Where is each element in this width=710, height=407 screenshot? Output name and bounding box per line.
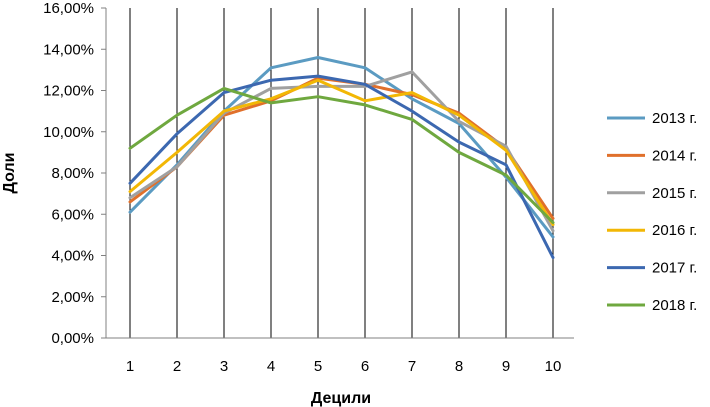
x-tick-label: 2 [173,358,181,375]
x-tick-label: 1 [126,358,134,375]
x-axis-title: Децили [311,390,371,407]
legend-label: 2014 г. [652,147,697,164]
y-tick-label: 4,00% [51,248,94,265]
x-tick-label: 10 [545,358,562,375]
legend-label: 2017 г. [652,260,697,277]
y-axis-title: Доли [1,153,18,194]
series-line-5 [128,74,555,260]
x-tick-label: 9 [502,358,510,375]
y-tick-label: 14,00% [43,41,94,58]
x-tick-label: 7 [408,358,416,375]
x-tick-label: 3 [220,358,228,375]
axes [101,7,574,339]
series-line-3 [128,70,555,233]
x-tick-label: 4 [267,358,275,375]
series-line-4 [128,78,555,227]
legend: 2013 г. 2014 г. 2015 г. 2016 г. 2017 г. 2018 … [607,110,697,314]
legend-label: 2016 г. [652,222,697,239]
legend-label: 2015 г. [652,185,697,202]
series-lines [128,56,555,260]
series-line-6 [128,86,555,224]
y-tick-label: 0,00% [51,330,94,347]
y-tick-label: 2,00% [51,289,94,306]
y-tick-label: 12,00% [43,83,94,100]
y-tick-label: 10,00% [43,124,94,141]
x-tick-label: 5 [314,358,322,375]
vertical-gridlines [129,8,554,338]
legend-label: 2018 г. [652,297,697,314]
y-tick-labels: 0,00% 2,00% 4,00% 6,00% 8,00% 10,00% 12,00% 14,… [43,0,94,347]
y-tick-label: 8,00% [51,165,94,182]
y-tick-label: 6,00% [51,206,94,223]
x-tick-labels: 1 2 3 4 5 6 7 8 9 10 [126,358,562,375]
legend-label: 2013 г. [652,110,697,127]
x-tick-label: 8 [455,358,463,375]
y-tick-label: 16,00% [43,0,94,17]
x-tick-label: 6 [361,358,369,375]
